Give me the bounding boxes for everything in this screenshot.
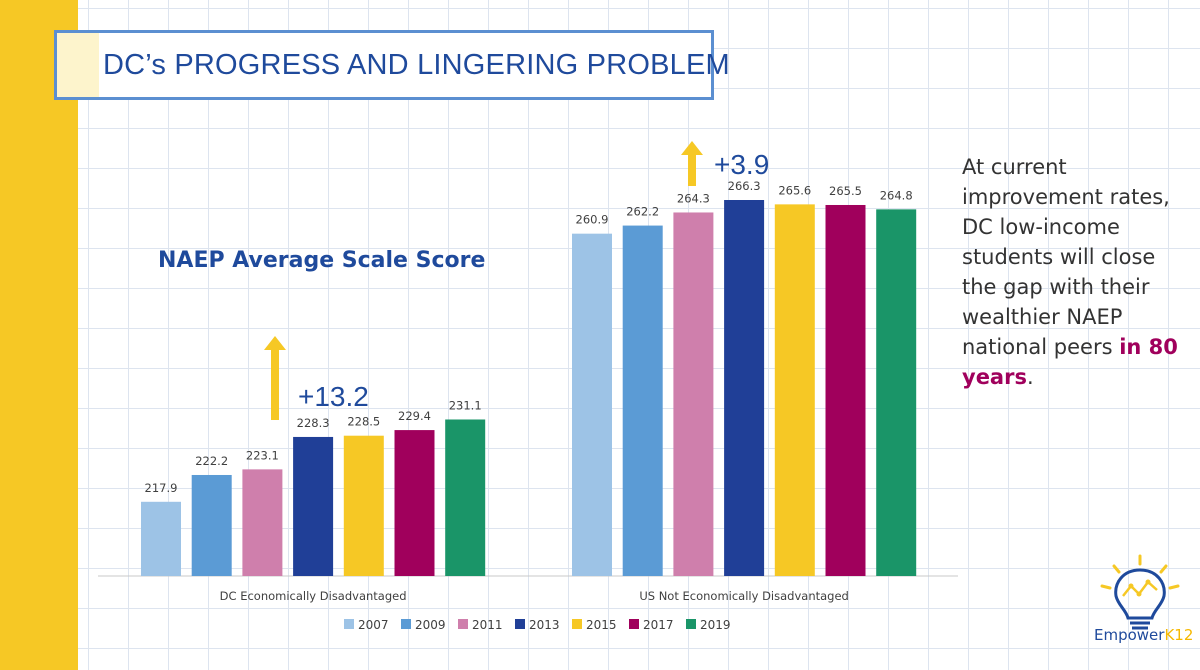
left-accent-strip: [0, 0, 78, 670]
legend-swatch: [401, 619, 411, 629]
data-label: 231.1: [449, 398, 482, 412]
legend-swatch: [515, 619, 525, 629]
arrow-us-head: [681, 141, 703, 155]
bar-2017-1: [394, 430, 435, 576]
data-label: 222.2: [195, 454, 228, 468]
callout-body: At current improvement rates, DC low-inc…: [962, 155, 1170, 359]
arrow-dc-shaft: [271, 349, 279, 420]
legend-label: 2013: [529, 618, 560, 632]
callout-highlight: in 80 years: [962, 335, 1178, 389]
arrow-dc-head: [264, 336, 286, 350]
arrow-us-shaft: [688, 154, 696, 186]
legend-label: 2019: [700, 618, 731, 632]
data-label: 223.1: [246, 448, 279, 462]
callout-end: .: [1026, 365, 1034, 389]
chart-title: NAEP Average Scale Score: [158, 248, 486, 273]
category-label: DC Economically Disadvantaged: [220, 589, 407, 603]
bar-2017-2: [825, 204, 866, 576]
logo-suffix: K12: [1164, 626, 1194, 644]
bar-2015-2: [774, 204, 815, 576]
annotation-dc: +13.2: [298, 381, 369, 412]
logo-text: EmpowerK12: [1094, 626, 1193, 644]
legend-label: 2007: [358, 618, 389, 632]
bar-2013-2: [724, 200, 765, 576]
data-label: 217.9: [145, 481, 178, 495]
lightbulb-logo-icon: [1100, 554, 1180, 630]
category-label: US Not Economically Disadvantaged: [639, 589, 849, 603]
legend-label: 2015: [586, 618, 617, 632]
bar-chart: 217.9 260.9 222.2 262.2 223.1 264.3 228.3 266.3…: [98, 141, 958, 632]
data-label: 229.4: [398, 409, 431, 423]
title-box: DC’s PROGRESS AND LINGERING PROBLEM: [54, 30, 730, 100]
bar-2007-2: [572, 233, 612, 577]
bar-2013-1: [293, 436, 334, 576]
title-accent: [57, 33, 99, 97]
data-label: 264.3: [677, 191, 710, 205]
bar-2011-1: [242, 469, 283, 576]
data-label: 265.5: [829, 184, 862, 198]
data-label: 265.6: [778, 183, 811, 197]
bar-2011-2: [673, 212, 714, 576]
bar-2009-1: [191, 474, 232, 576]
legend-swatch: [458, 619, 468, 629]
legend-swatch: [572, 619, 582, 629]
legend-label: 2009: [415, 618, 446, 632]
bar-2009-2: [622, 225, 663, 577]
bar-2019-2: [876, 209, 917, 576]
data-label: 264.8: [880, 188, 913, 202]
legend-swatch: [686, 619, 696, 629]
bar-2019-1: [445, 419, 486, 576]
legend-swatch: [629, 619, 639, 629]
legend-swatch: [344, 619, 354, 629]
data-label: 266.3: [728, 179, 761, 193]
annotation-us: +3.9: [714, 149, 769, 180]
callout-text: At current improvement rates, DC low-inc…: [962, 152, 1187, 392]
data-label: 228.5: [347, 415, 380, 429]
bar-2015-1: [343, 435, 384, 576]
data-label: 260.9: [576, 213, 609, 227]
data-label: 228.3: [297, 416, 330, 430]
page-title: DC’s PROGRESS AND LINGERING PROBLEM: [103, 48, 730, 81]
legend-label: 2017: [643, 618, 674, 632]
data-label: 262.2: [626, 205, 659, 219]
legend-label: 2011: [472, 618, 503, 632]
logo-name: Empower: [1094, 626, 1165, 644]
bar-2007-1: [141, 501, 181, 576]
